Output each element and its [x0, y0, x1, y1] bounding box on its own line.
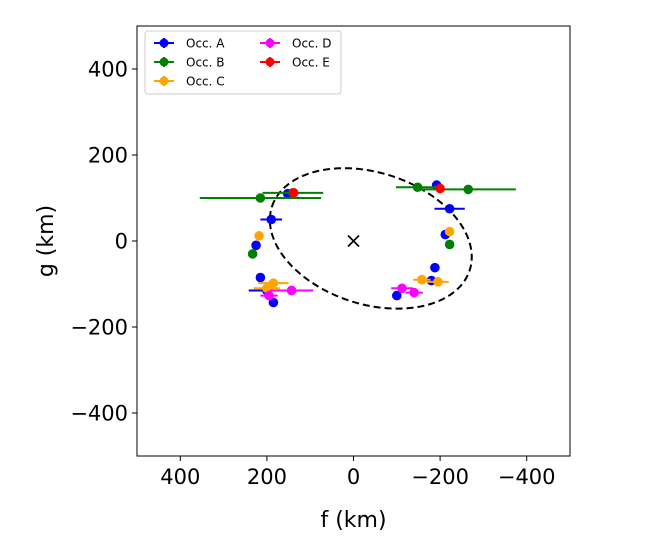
- data-point: [264, 290, 274, 301]
- center-marker-layer: [347, 234, 360, 248]
- legend: Occ. A Occ. B Occ. C Occ. D Occ. E: [144, 30, 342, 95]
- data-point: [247, 249, 258, 259]
- x-tick-label: 400: [160, 465, 200, 489]
- data-point: [435, 183, 445, 194]
- legend-label: Occ. B: [186, 56, 225, 70]
- data-point: [433, 277, 443, 287]
- x-tick-label: −200: [411, 465, 469, 489]
- x-tick-label: −400: [498, 465, 556, 489]
- data-point: [392, 290, 402, 301]
- data-point: [268, 297, 279, 308]
- y-tick-label: −400: [70, 402, 128, 426]
- x-tick-label: 0: [347, 465, 360, 489]
- limb-fit-ellipse: [268, 167, 473, 310]
- legend-label: Occ. E: [292, 56, 330, 70]
- data-point: [417, 274, 427, 285]
- y-axis-ticks: −400 −200 0 200 400: [70, 58, 137, 426]
- ellipse-layer: [268, 167, 473, 310]
- data-point: [255, 193, 266, 203]
- data-point: [397, 283, 407, 294]
- legend-label: Occ. D: [292, 37, 332, 51]
- y-tick-label: 400: [88, 58, 128, 82]
- x-tick-label: 200: [247, 465, 287, 489]
- data-point: [444, 226, 455, 237]
- data-point: [255, 272, 266, 283]
- data-point: [463, 184, 474, 195]
- data-point: [444, 203, 455, 214]
- data-point: [262, 283, 272, 294]
- legend-item: Occ. B: [154, 56, 225, 70]
- data-point: [266, 214, 277, 225]
- legend-item: Occ. D: [260, 37, 332, 51]
- legend-item: Occ. E: [260, 56, 330, 70]
- x-axis-label: f (km): [320, 508, 386, 533]
- y-axis-label: g (km): [34, 205, 59, 277]
- legend-item: Occ. A: [154, 37, 225, 51]
- data-point: [412, 182, 423, 193]
- data-point: [430, 262, 440, 273]
- y-tick-label: 0: [115, 230, 128, 254]
- data-point: [286, 285, 297, 296]
- points-layer: [199, 180, 516, 308]
- data-point: [288, 188, 299, 198]
- data-point: [409, 287, 419, 298]
- center-x-marker: [347, 234, 360, 248]
- y-tick-label: 200: [88, 144, 128, 168]
- data-point: [268, 278, 279, 288]
- legend-label: Occ. C: [186, 75, 225, 89]
- legend-item: Occ. C: [154, 75, 225, 89]
- data-point: [254, 231, 264, 241]
- y-tick-label: −200: [70, 316, 128, 340]
- legend-box: [144, 30, 342, 95]
- data-point: [444, 239, 455, 250]
- data-point: [251, 240, 261, 251]
- x-axis-ticks: 400 200 0 −200 −400: [160, 456, 556, 489]
- legend-label: Occ. A: [186, 37, 225, 51]
